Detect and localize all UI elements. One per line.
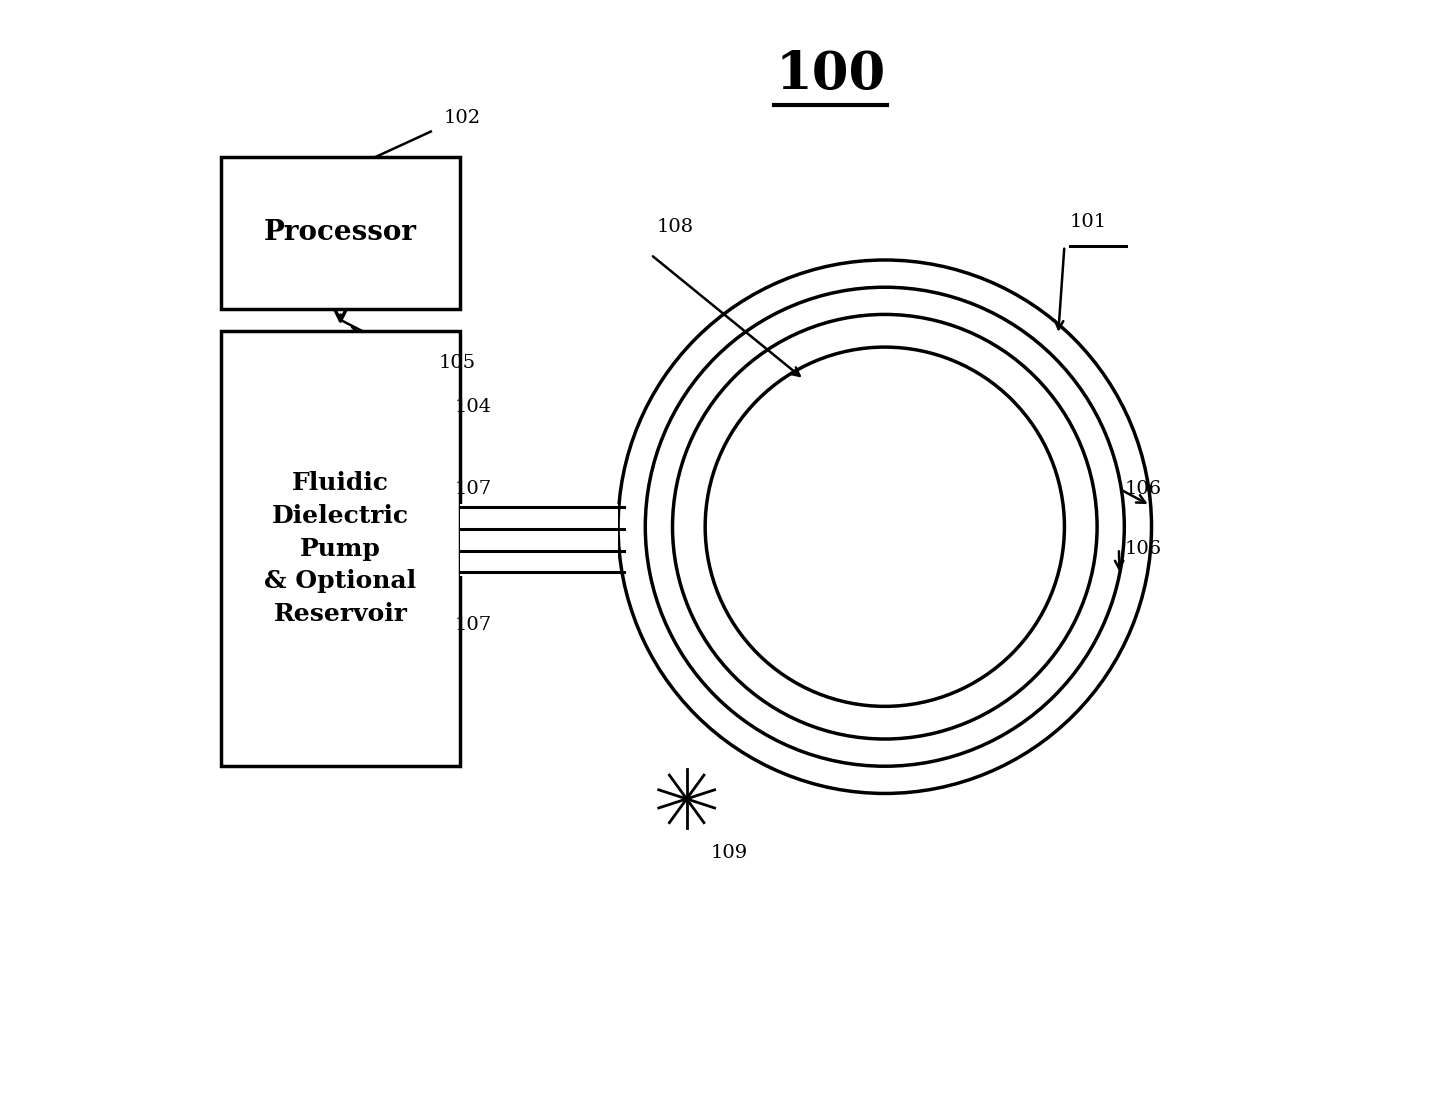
Text: 109: 109 (710, 845, 747, 862)
FancyBboxPatch shape (460, 504, 618, 576)
FancyBboxPatch shape (221, 331, 460, 766)
Text: 104: 104 (455, 398, 492, 416)
Text: 106: 106 (1124, 479, 1162, 498)
Text: 100: 100 (775, 49, 886, 101)
FancyBboxPatch shape (221, 157, 460, 309)
Text: 105: 105 (439, 354, 476, 372)
Text: 108: 108 (657, 218, 693, 236)
Text: 102: 102 (444, 110, 481, 127)
Text: 107: 107 (455, 479, 492, 498)
Text: 101: 101 (1069, 213, 1107, 230)
Text: Fluidic
Dielectric
Pump
& Optional
Reservoir: Fluidic Dielectric Pump & Optional Reser… (264, 472, 417, 625)
Text: Processor: Processor (264, 219, 417, 247)
Text: 106: 106 (1124, 540, 1162, 557)
Text: 107: 107 (455, 615, 492, 634)
